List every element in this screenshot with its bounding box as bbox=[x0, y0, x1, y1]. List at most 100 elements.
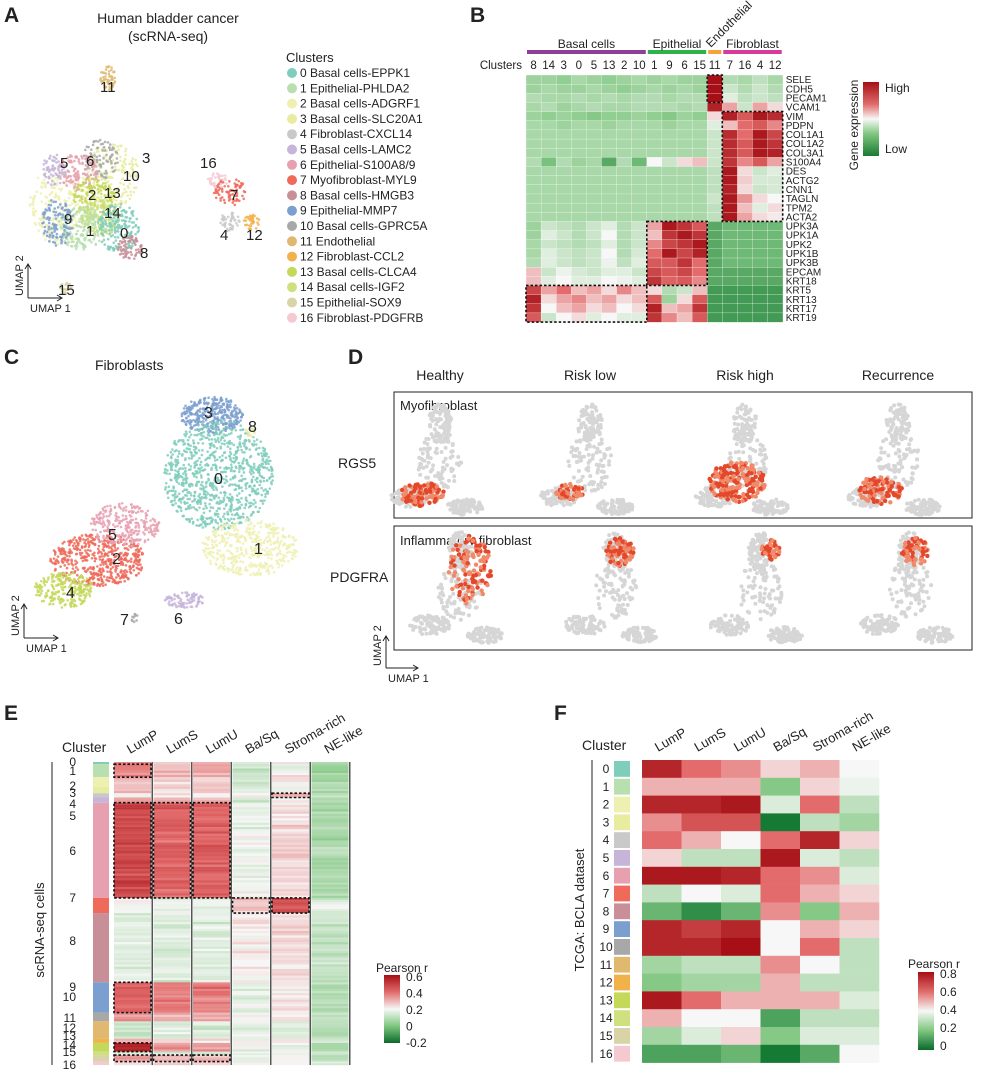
cell-dot bbox=[129, 190, 132, 193]
cell-dot bbox=[186, 501, 189, 505]
cell-dot bbox=[74, 247, 78, 251]
cell-dot bbox=[226, 569, 230, 573]
cell-dot bbox=[131, 214, 135, 217]
cell-dot bbox=[131, 244, 134, 248]
b-cell bbox=[540, 230, 557, 241]
cell-dot bbox=[211, 463, 215, 467]
cell-dot bbox=[54, 217, 58, 220]
cell-dot bbox=[223, 184, 226, 188]
b-cell bbox=[737, 184, 753, 195]
cell-dot bbox=[50, 186, 53, 189]
b-cell bbox=[646, 239, 663, 250]
b-cell bbox=[571, 74, 587, 85]
b-cell bbox=[616, 276, 633, 286]
cell-dot bbox=[197, 494, 200, 498]
b-cell bbox=[616, 102, 633, 113]
cell-dot bbox=[84, 164, 88, 167]
b-cell bbox=[631, 303, 648, 314]
cell-dot bbox=[63, 229, 66, 232]
cell-dot bbox=[272, 532, 275, 536]
cell-dot bbox=[228, 533, 232, 537]
cell-dot bbox=[68, 554, 71, 558]
cell-dot bbox=[173, 499, 177, 502]
b-col-label: 12 bbox=[769, 60, 782, 72]
b-cell bbox=[722, 303, 738, 314]
b-cell bbox=[540, 212, 557, 222]
cell-dot bbox=[121, 514, 125, 517]
cell-dot bbox=[176, 510, 179, 513]
cell-dot bbox=[255, 533, 258, 537]
b-cell bbox=[676, 74, 693, 85]
cell-dot bbox=[287, 550, 291, 553]
cell-dot bbox=[139, 563, 142, 566]
cell-dot bbox=[222, 561, 225, 565]
cell-dot bbox=[78, 536, 82, 540]
b-cell bbox=[571, 303, 587, 314]
cell-dot bbox=[117, 202, 121, 206]
cell-dot bbox=[70, 240, 74, 244]
b-cell bbox=[691, 184, 708, 195]
cell-dot bbox=[192, 445, 196, 448]
b-cell bbox=[556, 74, 572, 85]
cell-dot bbox=[128, 220, 131, 223]
cell-dot bbox=[248, 556, 251, 559]
cell-dot bbox=[169, 450, 173, 454]
b-cell bbox=[631, 93, 648, 103]
cell-dot bbox=[101, 584, 105, 587]
cell-dot bbox=[134, 524, 138, 528]
b-cell bbox=[707, 148, 723, 158]
b-cell bbox=[525, 276, 542, 286]
cell-dot bbox=[33, 221, 37, 225]
cell-dot bbox=[234, 568, 238, 572]
b-cell bbox=[556, 276, 572, 286]
cell-dot bbox=[116, 236, 120, 239]
b-cell bbox=[631, 212, 648, 222]
cell-dot bbox=[137, 226, 140, 230]
b-cell bbox=[556, 111, 572, 122]
cell-dot bbox=[216, 549, 219, 552]
cell-dot bbox=[41, 181, 44, 184]
cell-dot bbox=[56, 575, 59, 578]
cell-dot bbox=[244, 482, 247, 486]
b-cell bbox=[571, 193, 587, 204]
cell-dot bbox=[92, 519, 96, 523]
cell-dot bbox=[190, 453, 193, 457]
cell-dot bbox=[198, 463, 202, 467]
cell-dot bbox=[124, 514, 128, 518]
cell-dot bbox=[164, 464, 168, 467]
cell-dot bbox=[59, 565, 62, 568]
b-cell bbox=[586, 221, 602, 231]
cell-dot bbox=[45, 196, 49, 199]
b-cell bbox=[737, 202, 753, 213]
cell-dot bbox=[45, 209, 49, 212]
b-cell bbox=[525, 193, 542, 204]
cell-dot bbox=[127, 577, 130, 580]
cell-dot bbox=[218, 410, 222, 413]
b-cell bbox=[767, 248, 784, 259]
cell-dot bbox=[241, 450, 244, 454]
cell-dot bbox=[106, 141, 110, 144]
cell-dot bbox=[231, 214, 234, 218]
cell-dot bbox=[128, 544, 131, 548]
cell-dot bbox=[42, 599, 46, 603]
cell-dot bbox=[228, 508, 231, 511]
cell-dot bbox=[250, 222, 253, 226]
cell-dot bbox=[277, 547, 280, 551]
cell-dot bbox=[114, 511, 118, 515]
cell-dot bbox=[104, 182, 107, 185]
cell-dot bbox=[71, 182, 75, 186]
b-cell bbox=[691, 312, 708, 323]
b-cell bbox=[722, 294, 738, 305]
b-cell bbox=[722, 129, 738, 140]
b-cell bbox=[737, 166, 753, 177]
cell-dot bbox=[193, 464, 197, 468]
cell-dot bbox=[174, 502, 177, 505]
cell-dot bbox=[122, 553, 126, 557]
cell-dot bbox=[215, 458, 219, 462]
b-cell bbox=[556, 148, 572, 158]
cell-dot bbox=[295, 550, 299, 553]
cell-dot bbox=[265, 479, 269, 482]
b-cell bbox=[661, 239, 678, 250]
cell-dot bbox=[209, 177, 212, 180]
b-cell bbox=[586, 266, 602, 277]
